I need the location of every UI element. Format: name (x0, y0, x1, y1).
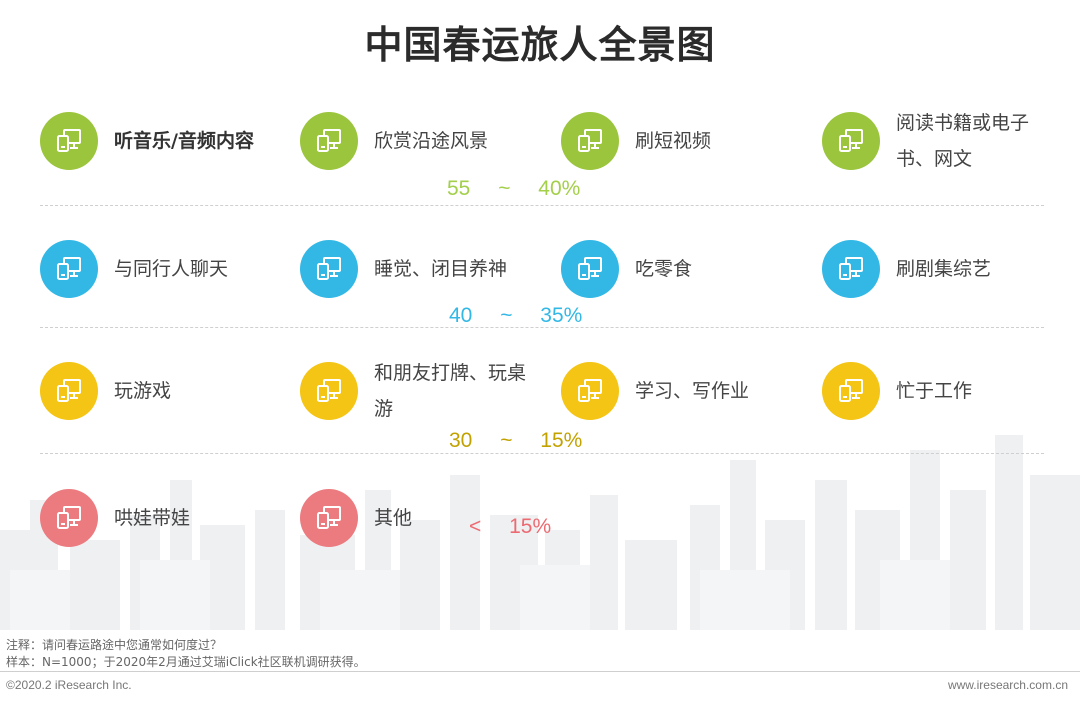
activity-icon-circle (40, 362, 98, 420)
activity-icon-circle (40, 240, 98, 298)
footer-divider (0, 671, 1080, 672)
row-divider (40, 453, 1044, 454)
device-icon (578, 257, 602, 280)
device-icon (839, 129, 863, 152)
activity-label: 阅读书籍或电子书、网文 (896, 112, 1030, 170)
percentage-range: 30 ~ 15% (449, 429, 583, 452)
activity-item: 吃零食 (561, 240, 811, 300)
activity-icon-circle (561, 362, 619, 420)
percentage-range: < 15% (469, 515, 552, 538)
activity-icon-circle (300, 362, 358, 420)
device-icon (317, 506, 341, 529)
copyright: ©2020.2 iResearch Inc. (6, 678, 132, 692)
activity-icon-circle (561, 112, 619, 170)
activity-label: 与同行人聊天 (114, 258, 229, 280)
activity-icon-circle (561, 240, 619, 298)
website-link[interactable]: www.iresearch.com.cn (947, 678, 1068, 692)
activity-label: 欣赏沿途风景 (374, 130, 489, 152)
activity-item: 与同行人聊天 (40, 240, 290, 300)
activity-item: 刷短视频 (561, 112, 811, 172)
row-divider (40, 205, 1044, 206)
device-icon (317, 129, 341, 152)
activity-label: 听音乐/音频内容 (114, 130, 254, 152)
sample-note: 样本：N=1000；于2020年2月通过艾瑞iClick社区联机调研获得。 (6, 655, 366, 669)
device-icon (57, 506, 81, 529)
activity-icon-circle (40, 489, 98, 547)
activity-item: 阅读书籍或电子书、网文 (822, 112, 1072, 172)
device-icon (57, 379, 81, 402)
activity-label: 哄娃带娃 (114, 507, 191, 529)
activity-label: 和朋友打牌、玩桌游 (374, 362, 527, 420)
device-icon (578, 129, 602, 152)
activity-item: 睡觉、闭目养神 (300, 240, 550, 300)
activity-label: 吃零食 (635, 258, 693, 280)
activity-label: 睡觉、闭目养神 (374, 258, 508, 280)
activity-label: 其他 (374, 507, 413, 529)
activity-label: 刷短视频 (635, 130, 712, 152)
activity-item: 玩游戏 (40, 362, 290, 422)
activity-icon-circle (822, 240, 880, 298)
activity-item: 其他 (300, 489, 550, 549)
activity-icon-circle (300, 112, 358, 170)
survey-note: 注释：请问春运路途中您通常如何度过？ (6, 638, 223, 652)
device-icon (317, 379, 341, 402)
device-icon (839, 379, 863, 402)
device-icon (578, 379, 602, 402)
activity-item: 刷剧集综艺 (822, 240, 1072, 300)
activity-item: 忙于工作 (822, 362, 1072, 422)
activity-item: 听音乐/音频内容 (40, 112, 290, 172)
activity-item: 哄娃带娃 (40, 489, 290, 549)
row-divider (40, 327, 1044, 328)
device-icon (57, 129, 81, 152)
device-icon (839, 257, 863, 280)
activity-icon-circle (300, 240, 358, 298)
percentage-range: 55 ~ 40% (447, 177, 581, 200)
activity-label: 忙于工作 (896, 380, 973, 402)
activity-item: 和朋友打牌、玩桌游 (300, 362, 550, 422)
activity-icon-circle (822, 362, 880, 420)
device-icon (57, 257, 81, 280)
activity-label: 学习、写作业 (635, 380, 750, 402)
activity-item: 欣赏沿途风景 (300, 112, 550, 172)
activity-label: 玩游戏 (114, 380, 172, 402)
activity-icon-circle (40, 112, 98, 170)
percentage-range: 40 ~ 35% (449, 304, 583, 327)
activity-icon-circle (822, 112, 880, 170)
activity-label: 刷剧集综艺 (896, 258, 992, 280)
activity-item: 学习、写作业 (561, 362, 811, 422)
activity-icon-circle (300, 489, 358, 547)
page-title: 中国春运旅人全景图 (364, 23, 716, 67)
device-icon (317, 257, 341, 280)
